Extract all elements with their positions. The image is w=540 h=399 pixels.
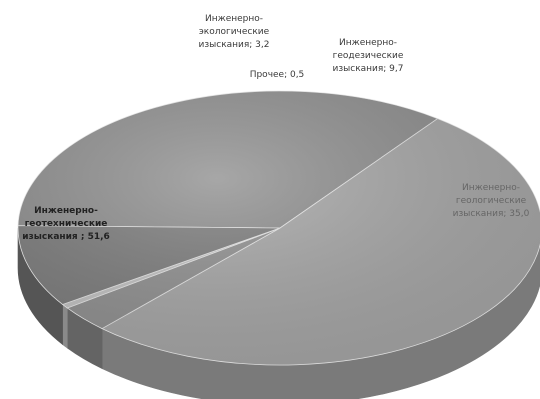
slice-label-geological: Инженерно- геологические изыскания; 35,0 — [452, 183, 530, 219]
slice-label-geotechnical: Инженерно- геотехнические изыскания ; 51… — [22, 206, 110, 242]
slice-other-side — [62, 303, 68, 349]
slice-label-other: Прочее; 0,5 — [249, 70, 305, 80]
slice-label-ecological: Инженерно- экологические изыскания; 3,2 — [198, 14, 270, 50]
slice-label-geodetic: Инженерно- геодезические изыскания; 9,7 — [332, 38, 404, 74]
